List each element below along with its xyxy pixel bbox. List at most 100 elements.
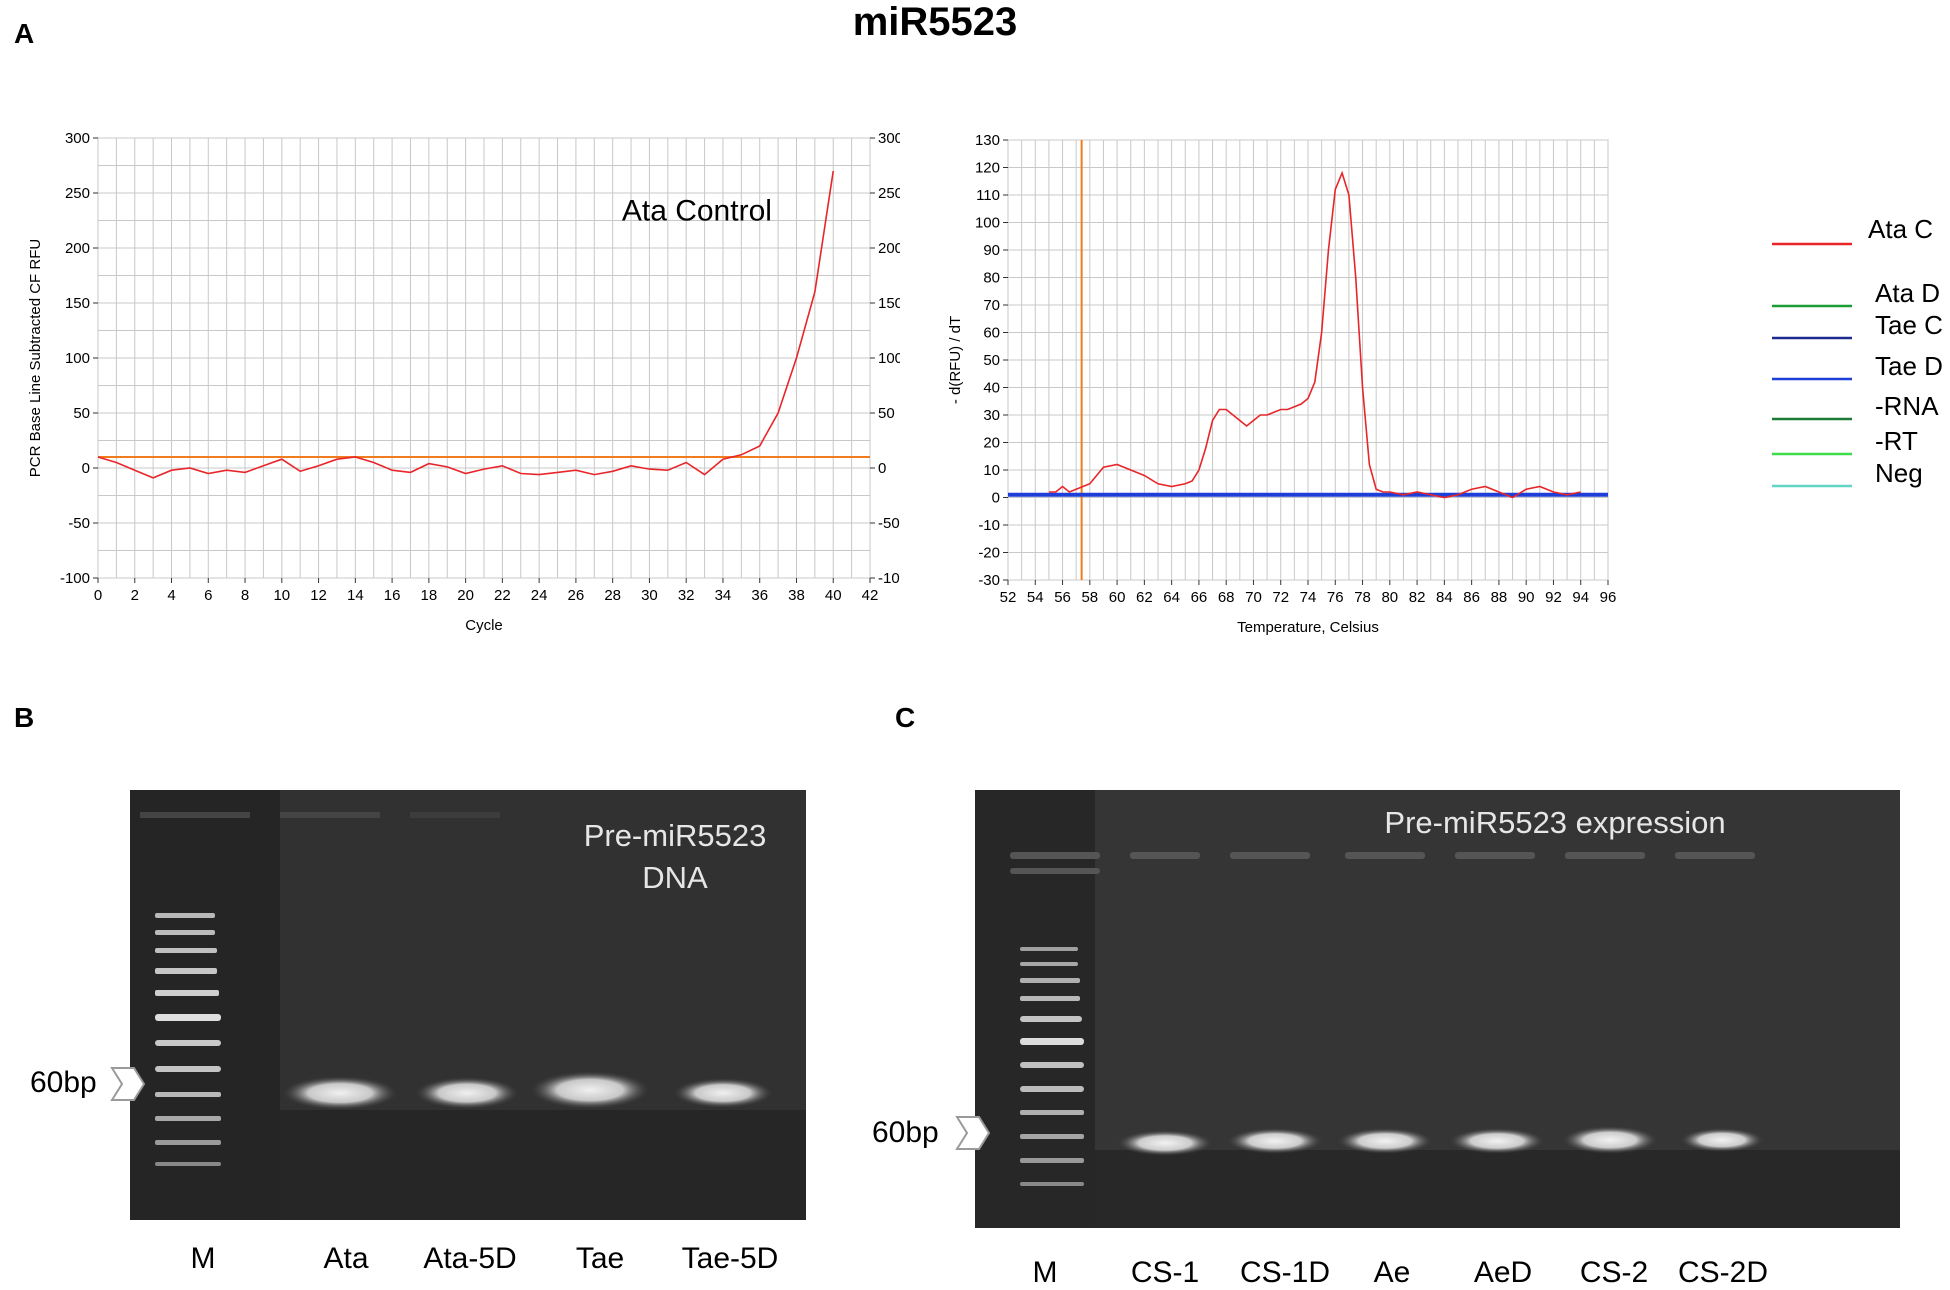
lane-label: CS-2: [1579, 1256, 1649, 1289]
lane-label: CS-1D: [1239, 1256, 1330, 1289]
x-tick-label: 92: [1545, 589, 1562, 606]
x-tick-label: 40: [825, 587, 842, 604]
lane-label: CS-2D: [1677, 1256, 1768, 1289]
melt-grid: [1007, 139, 1609, 581]
x-tick-label: 38: [788, 587, 805, 604]
y-tick-label: 30: [983, 407, 1000, 424]
y-tick-label: -50: [68, 515, 90, 532]
x-tick-label: 94: [1572, 589, 1589, 606]
x-tick-label: 86: [1463, 589, 1480, 606]
gel-b-band-tae-5d: [673, 1078, 773, 1108]
x-tick-label: 26: [568, 587, 585, 604]
x-tick-label: 54: [1027, 589, 1044, 606]
gel-c-band-aed: [1449, 1128, 1545, 1154]
legend-label: -RT: [1875, 426, 1918, 456]
y-tick-label: -20: [978, 545, 1000, 562]
amplification-series-line: [97, 170, 835, 479]
gel-c-bp-arrow-icon: [955, 1116, 991, 1150]
y-right-tick-label: 50: [878, 405, 895, 422]
gel-b-bp-label: 60bp: [30, 1066, 97, 1099]
x-tick-label: 82: [1409, 589, 1426, 606]
x-tick-label: 58: [1081, 589, 1098, 606]
gel-b-title-line2: DNA: [642, 860, 708, 895]
y-tick-label: 150: [65, 295, 90, 312]
lane-label: M: [190, 1242, 216, 1275]
x-tick-label: 24: [531, 587, 548, 604]
gel-b-image: [130, 790, 806, 1220]
y-right-tick-label: -50: [878, 515, 900, 532]
y-tick-label: 20: [983, 435, 1000, 452]
lane-label: AeD: [1473, 1256, 1533, 1289]
x-tick-label: 28: [604, 587, 621, 604]
x-tick-label: 64: [1163, 589, 1180, 606]
y-right-tick-label: 200: [878, 240, 900, 257]
gel-c-band-cs-2d: [1680, 1128, 1764, 1152]
x-tick-label: 78: [1354, 589, 1371, 606]
gel-c-band-ae: [1337, 1128, 1433, 1154]
y-tick-label: 40: [983, 380, 1000, 397]
legend-label: Ata D: [1875, 278, 1940, 308]
x-tick-label: 20: [457, 587, 474, 604]
y-tick-label: 80: [983, 270, 1000, 287]
y-tick-label: 130: [975, 132, 1000, 149]
y-tick-label: 100: [65, 350, 90, 367]
melt-ticks: 52 54 56 58 60 62 64 66 68 70 72 74 76 78 80 82 84 86 88 90…: [975, 132, 1616, 606]
x-tick-label: 66: [1191, 589, 1208, 606]
x-tick-label: 14: [347, 587, 364, 604]
x-tick-label: 16: [384, 587, 401, 604]
gel-b-band-tae: [530, 1071, 650, 1109]
legend-label: -RNA: [1875, 391, 1939, 421]
y-right-tick-label: 250: [878, 185, 900, 202]
y-tick-label: 110: [976, 187, 1000, 204]
y-tick-label: 100: [975, 215, 1000, 232]
melt-y-axis-title: - d(RFU) / dT: [947, 316, 964, 404]
x-tick-label: 10: [273, 587, 290, 604]
y-tick-label: 0: [992, 490, 1000, 507]
amplification-y-axis-title: PCR Base Line Subtracted CF RFU: [27, 239, 44, 477]
legend-label: Tae D: [1875, 351, 1943, 381]
x-tick-label: 60: [1109, 589, 1126, 606]
gel-b-bp-arrow-icon: [110, 1067, 146, 1101]
y-tick-label: 10: [983, 462, 1000, 479]
x-tick-label: 80: [1381, 589, 1398, 606]
panel-letter-a: A: [14, 18, 35, 49]
gel-b-band-ata: [282, 1076, 398, 1110]
x-tick-label: 34: [715, 587, 732, 604]
y-right-tick-label: 300: [878, 130, 900, 147]
x-tick-label: 74: [1300, 589, 1317, 606]
lane-label: Ata: [323, 1242, 369, 1275]
x-tick-label: 76: [1327, 589, 1344, 606]
y-tick-label: 90: [983, 242, 1000, 259]
gel-b-title-line1: Pre-miR5523: [583, 818, 767, 853]
melt-x-axis-title: Temperature, Celsius: [1237, 619, 1379, 636]
legend-label: Ata C: [1868, 214, 1933, 244]
x-tick-label: 8: [241, 587, 249, 604]
x-tick-label: 42: [862, 587, 879, 604]
lane-label: Ae: [1373, 1256, 1411, 1289]
x-tick-label: 62: [1136, 589, 1153, 606]
amplification-ticks: 0 2 4 6 8 10 12 14 16 18 20 22 24 26 28 30 32 34 36 38 40 423…: [60, 130, 900, 604]
x-tick-label: 70: [1245, 589, 1262, 606]
y-tick-label: -30: [978, 572, 1000, 589]
melt-series-line: [1048, 170, 1581, 499]
lane-label: Tae-5D: [681, 1242, 779, 1275]
panel-letter-b: B: [14, 702, 35, 733]
x-tick-label: 12: [310, 587, 327, 604]
x-tick-label: 88: [1491, 589, 1508, 606]
y-tick-label: 70: [983, 297, 1000, 314]
amplification-chart: 0 2 4 6 8 10 12 14 16 18 20 22 24 26 28 30 32 34 36 38 40 423…: [27, 130, 900, 634]
figure-title: miR5523: [852, 0, 1018, 44]
x-tick-label: 84: [1436, 589, 1453, 606]
gel-b-band-ata-5d: [415, 1077, 519, 1109]
y-tick-label: 60: [983, 325, 1000, 342]
y-right-tick-label: -100: [878, 570, 900, 587]
y-right-tick-label: 100: [878, 350, 900, 367]
x-tick-label: 0: [94, 587, 102, 604]
y-tick-label: 50: [983, 352, 1000, 369]
y-tick-label: -100: [60, 570, 90, 587]
gel-c-bp-label: 60bp: [872, 1116, 939, 1149]
gel-b-ladder: [155, 913, 221, 1166]
gel-c-band-cs-2: [1562, 1126, 1658, 1154]
y-tick-label: 200: [65, 240, 90, 257]
